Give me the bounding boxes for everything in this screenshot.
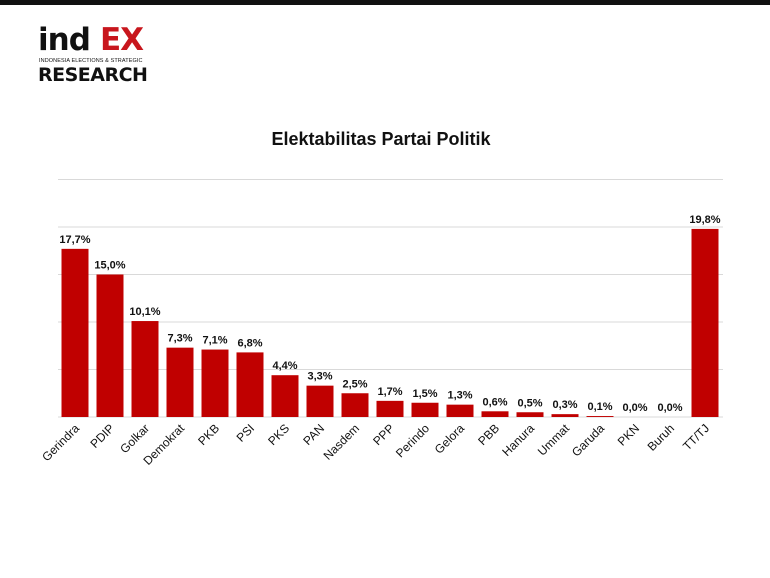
data-label: 1,3%: [447, 390, 472, 402]
category-label: PSI: [234, 421, 258, 445]
bar-perindo: [411, 402, 439, 417]
data-label: 15,0%: [94, 260, 125, 272]
data-label: 10,1%: [129, 306, 160, 318]
category-label: PKB: [195, 421, 222, 448]
bar-pan: [306, 385, 334, 417]
logo-research-text: RESEARCH: [38, 64, 148, 86]
data-label: 0,1%: [587, 401, 612, 413]
logo-tagline: INDONESIA ELECTIONS & STRATEGIC: [39, 58, 143, 64]
data-label: 1,7%: [377, 386, 402, 398]
bar-gelora: [446, 404, 474, 417]
data-label: 7,3%: [167, 333, 192, 345]
data-label: 4,4%: [272, 360, 297, 372]
category-label: PPP: [370, 421, 397, 448]
category-label: Gerindra: [39, 421, 82, 464]
bar-garuda: [586, 416, 614, 417]
category-label: Nasdem: [321, 421, 362, 462]
category-label: PKN: [615, 421, 642, 448]
bar-demokrat: [166, 347, 194, 417]
logo-ex-text: EX: [100, 22, 144, 58]
bars: [61, 228, 719, 417]
bar-pks: [271, 375, 299, 417]
data-label: 1,5%: [412, 388, 437, 400]
bar-ummat: [551, 414, 579, 417]
bar-hanura: [516, 412, 544, 417]
category-label: TT/TJ: [680, 421, 712, 453]
category-label: Perindo: [393, 421, 432, 460]
value-labels: 17,7% 15,0% 10,1% 7,3% 7,1% 6,8% 4,4% 3,3% 2,5% 1…: [59, 214, 720, 414]
data-label: 0,5%: [517, 397, 542, 409]
bar-nasdem: [341, 393, 369, 417]
top-border: [0, 0, 770, 5]
category-label: PAN: [300, 421, 327, 448]
bar-pkb: [201, 349, 229, 417]
bar-psi: [236, 352, 264, 417]
bar-tt-tj: [691, 228, 719, 417]
data-label: 2,5%: [342, 378, 367, 390]
category-label: PKS: [265, 421, 292, 448]
category-label: Gelora: [432, 421, 468, 457]
data-label: 3,3%: [307, 371, 332, 383]
category-label: Hanura: [499, 421, 537, 459]
data-label: 19,8%: [689, 214, 720, 226]
bar-pdip: [96, 274, 124, 417]
bar-golkar: [131, 321, 159, 417]
category-label: PDIP: [87, 421, 117, 451]
logo-ind-text: ind: [38, 22, 91, 58]
data-label: 6,8%: [237, 337, 262, 349]
data-label: 0,0%: [622, 402, 647, 414]
bar-pbb: [481, 411, 509, 417]
category-label: Garuda: [569, 421, 607, 459]
index-research-logo: ind EX INDONESIA ELECTIONS & STRATEGIC R…: [38, 22, 158, 86]
bar-gerindra: [61, 248, 89, 417]
data-label: 7,1%: [202, 335, 227, 347]
data-label: 0,0%: [657, 402, 682, 414]
category-label: Buruh: [645, 421, 678, 454]
category-label: Ummat: [535, 421, 573, 459]
data-label: 17,7%: [59, 234, 90, 246]
data-label: 0,6%: [482, 396, 507, 408]
category-label: PBB: [475, 421, 502, 448]
data-label: 0,3%: [552, 399, 577, 411]
bar-ppp: [376, 400, 404, 417]
chart-title: Elektabilitas Partai Politik: [271, 129, 491, 149]
